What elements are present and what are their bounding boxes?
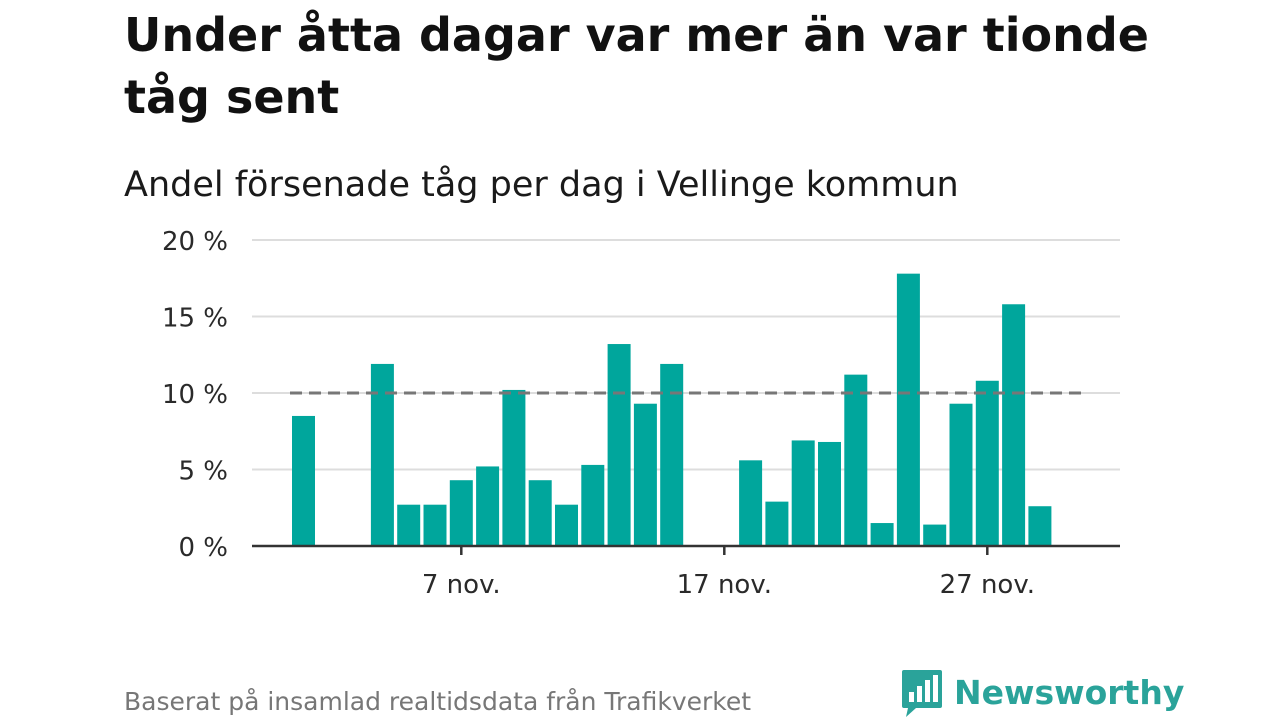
bar-4 xyxy=(370,363,394,546)
bar-14 xyxy=(633,403,657,546)
bar-20 xyxy=(791,440,815,546)
newsworthy-logo-text: Newsworthy xyxy=(954,673,1185,712)
x-tick-label: 17 nov. xyxy=(677,570,772,600)
bar-22 xyxy=(844,374,868,546)
chart-subtitle: Andel försenade tåg per dag i Vellinge k… xyxy=(124,165,959,205)
x-axis-ticks: 7 nov. 17 nov. 27 nov. xyxy=(422,546,1035,600)
bar-6 xyxy=(423,504,447,546)
bar-18 xyxy=(739,460,763,546)
y-tick-label: 5 % xyxy=(178,457,228,487)
bar-9 xyxy=(502,389,526,546)
y-axis-ticks: 0 % 5 % 10 % 15 % 20 % xyxy=(162,227,228,563)
source-note: Baserat på insamlad realtidsdata från Tr… xyxy=(124,687,752,716)
bar-8 xyxy=(476,466,500,546)
bar-23 xyxy=(870,523,894,546)
y-tick-label: 20 % xyxy=(162,227,228,257)
bar-19 xyxy=(765,501,789,546)
y-tick-label: 10 % xyxy=(162,380,228,410)
x-tick-label: 27 nov. xyxy=(940,570,1035,600)
bar-12 xyxy=(581,464,605,546)
bar-21 xyxy=(818,441,841,546)
bar-7 xyxy=(449,480,473,546)
y-tick-label: 15 % xyxy=(162,304,228,334)
y-tick-label: 0 % xyxy=(178,533,228,563)
newsworthy-logo-icon xyxy=(902,670,942,717)
bars xyxy=(292,273,1052,546)
x-tick-label: 7 nov. xyxy=(422,570,501,600)
bar-11 xyxy=(555,504,578,546)
bar-chart: 0 % 5 % 10 % 15 % 20 % 7 nov. 17 nov. 27 nov. xyxy=(162,227,1120,600)
bar-25 xyxy=(923,524,947,546)
bar-28 xyxy=(1002,304,1026,546)
bar-1 xyxy=(292,415,315,546)
bar-10 xyxy=(528,480,552,546)
bar-26 xyxy=(949,403,973,546)
bar-27 xyxy=(975,380,999,546)
bar-5 xyxy=(397,504,421,546)
newsworthy-logo: Newsworthy xyxy=(900,668,1184,718)
bar-13 xyxy=(607,344,631,546)
bar-15 xyxy=(660,363,684,546)
chart-title: Under åtta dagar var mer än var tionde t… xyxy=(124,8,1149,124)
bar-29 xyxy=(1028,506,1052,546)
bar-24 xyxy=(896,273,920,546)
